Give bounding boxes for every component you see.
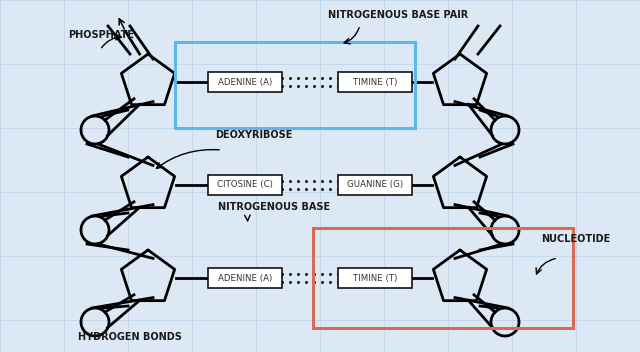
Text: GUANINE (G): GUANINE (G)	[347, 181, 403, 189]
Text: TIMINE (T): TIMINE (T)	[353, 274, 397, 283]
Text: ADENINE (A): ADENINE (A)	[218, 77, 272, 87]
Text: DEOXYRIBOSE: DEOXYRIBOSE	[215, 130, 292, 140]
Text: NUCLEOTIDE: NUCLEOTIDE	[541, 234, 611, 244]
Bar	[208, 268, 282, 288]
Text: PHOSPHATE: PHOSPHATE	[68, 30, 134, 40]
Text: NITROGENOUS BASE: NITROGENOUS BASE	[218, 202, 330, 212]
Text: ADENINE (A): ADENINE (A)	[218, 274, 272, 283]
Bar	[175, 42, 415, 128]
Text: HYDROGEN BONDS: HYDROGEN BONDS	[78, 332, 182, 342]
Text: CITOSINE (C): CITOSINE (C)	[217, 181, 273, 189]
Bar	[208, 72, 282, 92]
Bar	[338, 175, 412, 195]
Bar	[338, 268, 412, 288]
Text: TIMINE (T): TIMINE (T)	[353, 77, 397, 87]
Bar	[313, 228, 573, 328]
Text: NITROGENOUS BASE PAIR: NITROGENOUS BASE PAIR	[328, 10, 468, 20]
Bar	[208, 175, 282, 195]
Bar	[338, 72, 412, 92]
